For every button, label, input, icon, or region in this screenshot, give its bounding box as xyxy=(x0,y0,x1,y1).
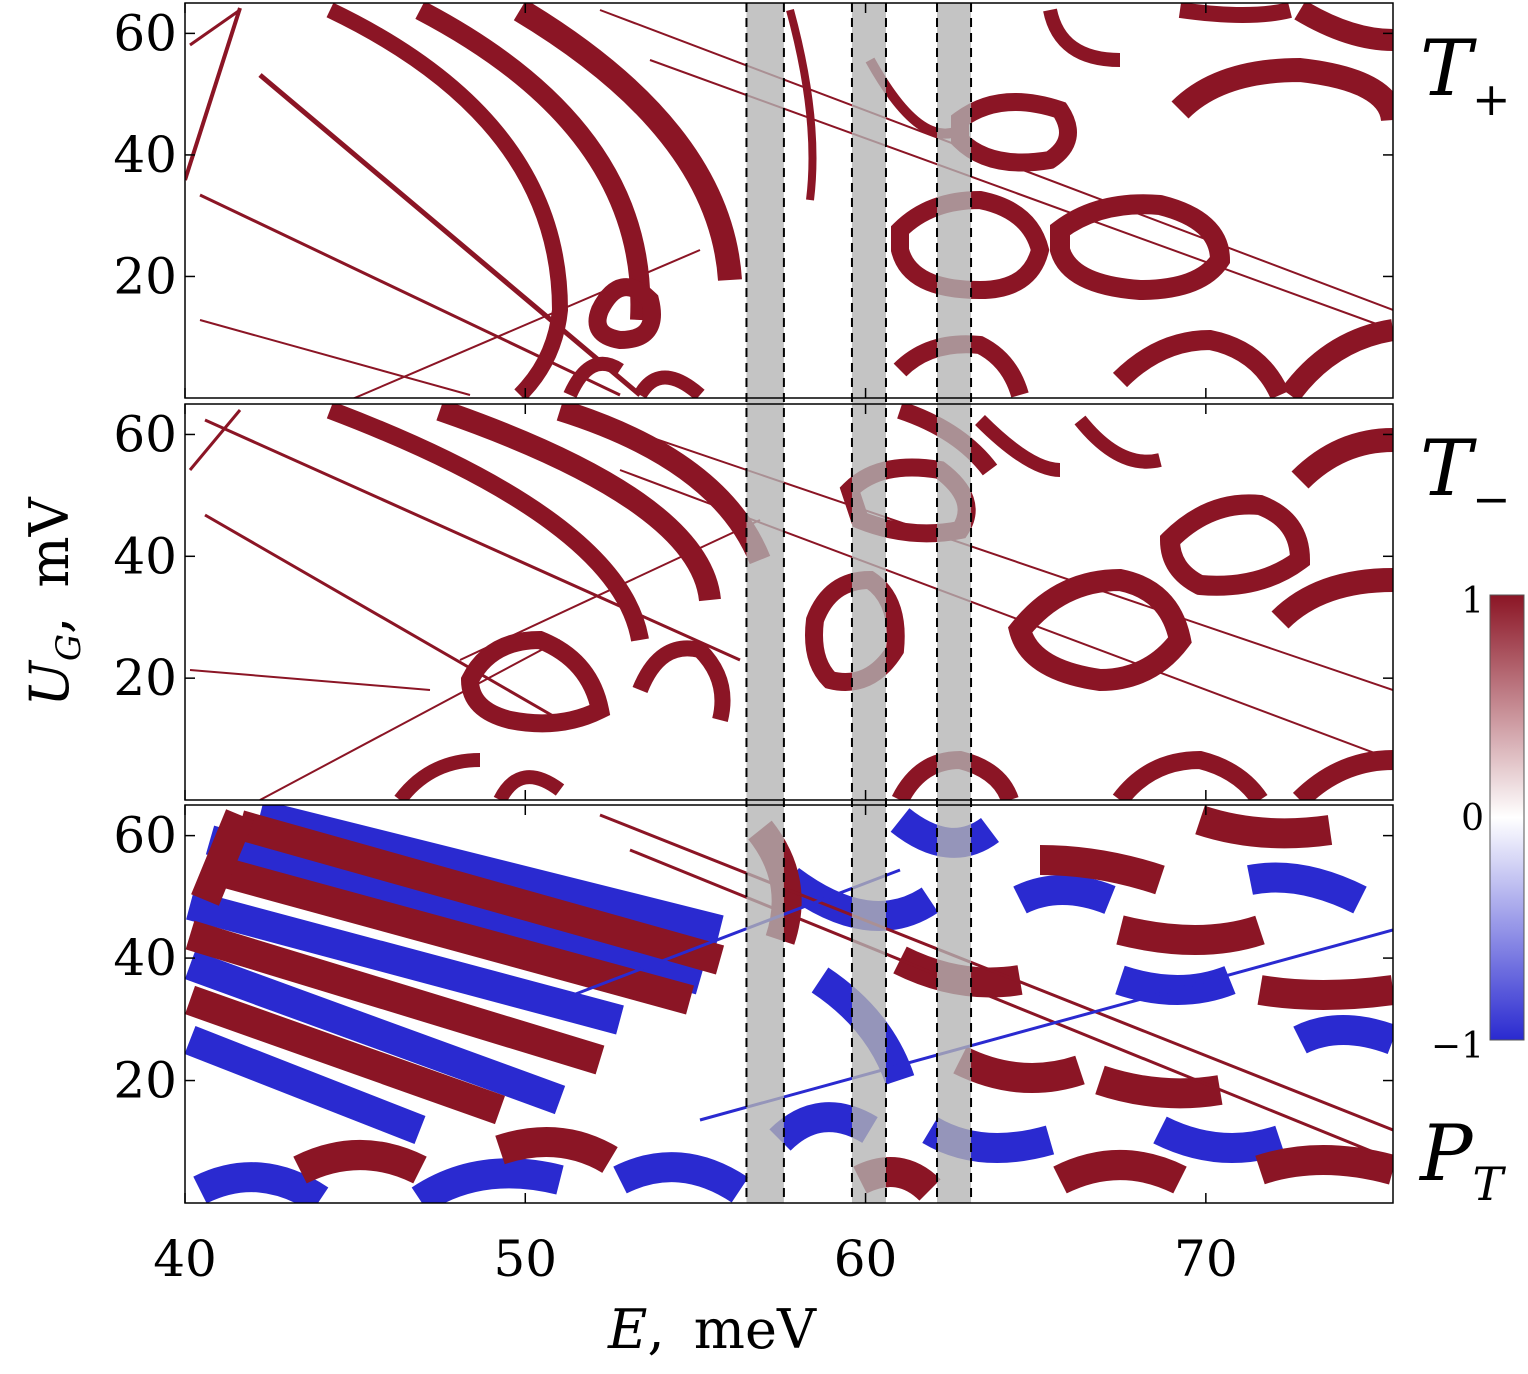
colorbar-min-label: −1 xyxy=(1431,1026,1484,1067)
panel-tminus-bg xyxy=(185,404,1393,800)
x-tick-label: 70 xyxy=(1174,1230,1238,1288)
y-axis-title: UG, mV xyxy=(18,496,89,706)
shaded-band-1 xyxy=(746,3,784,1203)
y-tick-label: 60 xyxy=(113,405,177,463)
y-tick-label: 40 xyxy=(113,527,177,585)
panel-labels: T+ T− PT xyxy=(1418,24,1511,1211)
panel-label-2: T− xyxy=(1420,424,1511,526)
panel-tminus-map xyxy=(188,404,1393,800)
panel-pt-frame xyxy=(184,804,1394,1204)
y-tick-label: 20 xyxy=(113,1052,177,1110)
x-tick-label: 60 xyxy=(834,1230,898,1288)
y-tick-labels: 20 40 60 20 40 60 20 40 60 xyxy=(113,4,1393,1110)
y-tick-label: 20 xyxy=(113,649,177,707)
y-tick-label: 40 xyxy=(113,929,177,987)
panel-label-3: PT xyxy=(1418,1109,1506,1211)
shaded-band-3 xyxy=(937,3,972,1203)
y-tick-label: 60 xyxy=(113,807,177,865)
y-tick-label: 40 xyxy=(113,126,177,184)
colorbar: 1 0 −1 xyxy=(1431,581,1525,1067)
svg-text:UG, mV: UG, mV xyxy=(18,496,89,706)
x-tick-label: 50 xyxy=(493,1230,557,1288)
shaded-band-2 xyxy=(851,3,886,1203)
panel-tplus-map xyxy=(185,3,1393,398)
colorbar-mid-label: 0 xyxy=(1461,798,1484,839)
colorbar-max-label: 1 xyxy=(1461,581,1484,622)
panel-label-1: T+ xyxy=(1420,24,1511,126)
y-tick-label: 60 xyxy=(113,4,177,62)
colorbar-gradient xyxy=(1489,594,1525,1041)
panel-tminus-frame xyxy=(184,403,1394,801)
x-tick-label: 40 xyxy=(153,1230,217,1288)
shaded-bands xyxy=(745,3,973,1203)
panel-tplus-frame xyxy=(184,2,1394,399)
x-tick-labels: 40 50 60 70 xyxy=(153,3,1238,1288)
x-axis-title: E, meV xyxy=(607,1298,817,1361)
y-tick-label: 20 xyxy=(113,247,177,305)
